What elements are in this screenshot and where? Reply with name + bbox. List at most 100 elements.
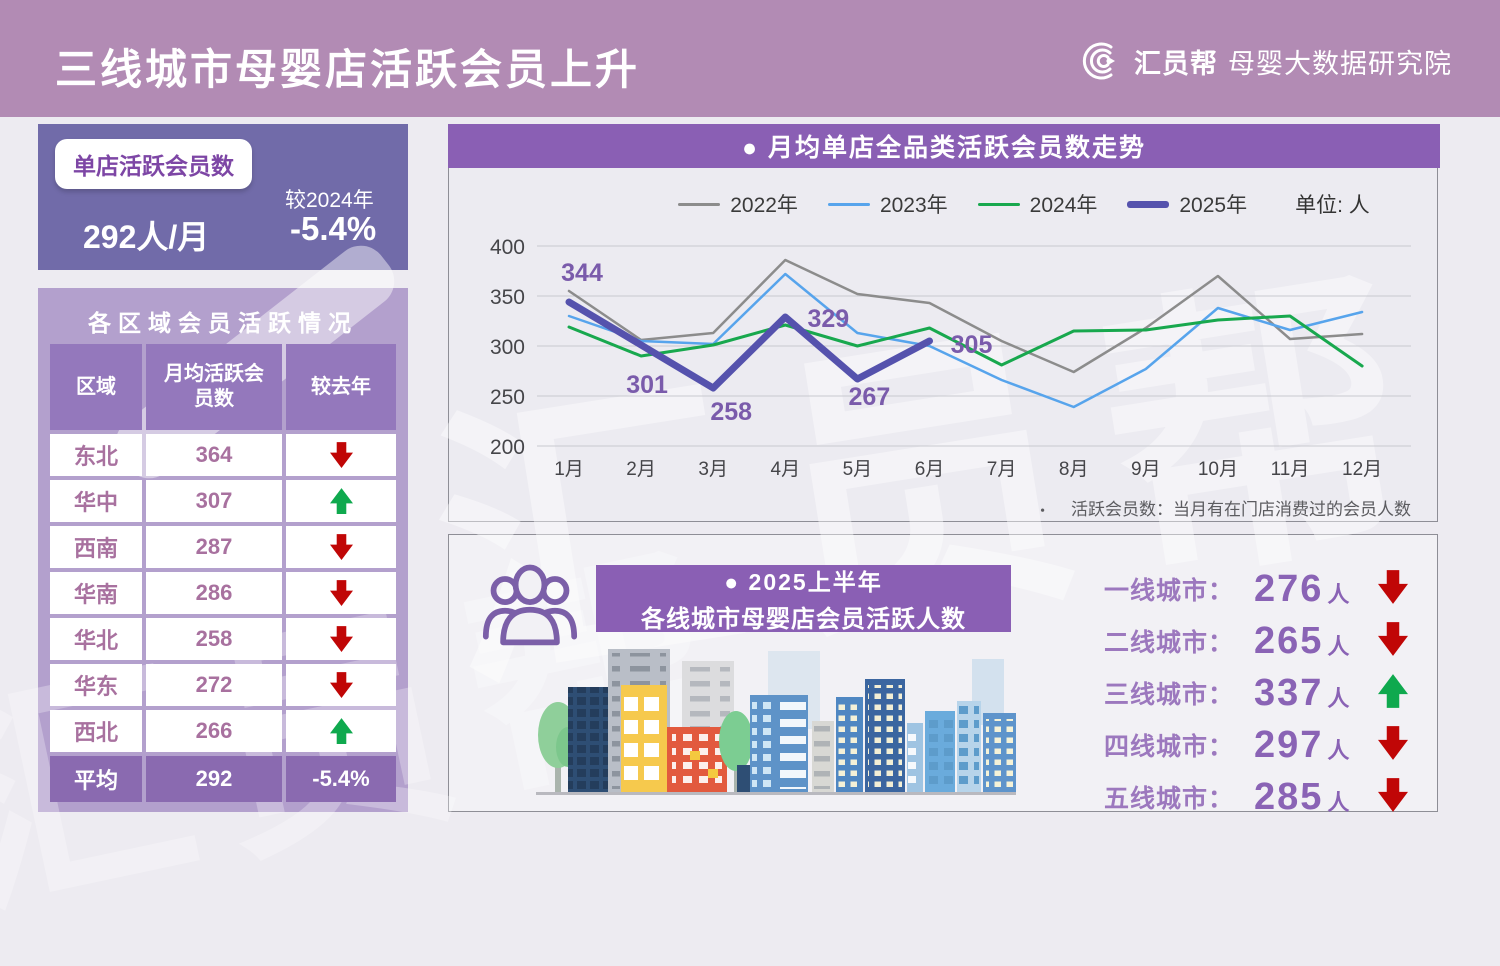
city-tier-stats: 一线城市： 276 人 二线城市： 265 人 三线城市： 337 人 四线城市…	[1104, 563, 1414, 823]
chart-footnote: • 活跃会员数：当月有在门店消费过的会员人数	[1040, 500, 1411, 519]
svg-text:9月: 9月	[1131, 459, 1161, 480]
table-row-trend	[286, 434, 396, 476]
bottom-title-line1: ● 2025上半年	[724, 569, 883, 595]
city-tier-value: 297	[1254, 723, 1324, 766]
trend-arrow	[1378, 569, 1408, 609]
svg-text:8月: 8月	[1059, 459, 1089, 480]
people-group-icon	[482, 564, 578, 646]
region-table: 区域 月均活跃会员数 较去年 东北 364 华中 307 西南 287 华南 2…	[50, 344, 396, 802]
brand-name: 汇员帮	[1134, 48, 1218, 79]
stat-card: 单店活跃会员数 较2024年 292人/月 -5.4%	[38, 124, 408, 270]
table-row-trend	[286, 710, 396, 752]
svg-text:2月: 2月	[626, 459, 656, 480]
svg-text:344: 344	[561, 259, 603, 287]
city-tier-label: 二线城市：	[1104, 629, 1235, 657]
city-tier-unit: 人	[1327, 738, 1350, 763]
unit-label: 单位: 人	[1295, 194, 1370, 217]
line-chart: 400 350 300 250 200 1月 2月 3月 4月 5月 6月 7月 8月 9月 10月 11月 1…	[449, 225, 1439, 495]
table-row-value: 286	[146, 572, 282, 614]
table-row-value: 266	[146, 710, 282, 752]
chart-panel: ● 月均单店全品类活跃会员数走势 2022年 2023年 2024年 2025年 单位…	[448, 124, 1440, 522]
city-tier-label: 四线城市：	[1104, 733, 1235, 761]
city-tier-label: 一线城市：	[1104, 577, 1235, 605]
table-row-value: 287	[146, 526, 282, 568]
legend-item-2022年: 2022年	[678, 189, 798, 219]
svg-text:5月: 5月	[843, 459, 873, 480]
svg-text:3月: 3月	[698, 459, 728, 480]
table-footer-region: 平均	[50, 756, 142, 802]
city-tier-value: 337	[1254, 671, 1324, 714]
bottom-title-line2: 各线城市母婴店会员活跃人数	[641, 606, 966, 633]
svg-text:6月: 6月	[915, 459, 945, 480]
table-row-trend	[286, 618, 396, 660]
trend-arrow	[1378, 673, 1408, 713]
svg-text:350: 350	[490, 286, 525, 309]
svg-text:250: 250	[490, 386, 525, 409]
chart-title: ● 月均单店全品类活跃会员数走势	[448, 124, 1440, 168]
brand-logo-icon	[1082, 42, 1115, 80]
svg-text:301: 301	[626, 371, 668, 399]
city-tier-unit: 人	[1327, 790, 1350, 815]
table-row-value: 307	[146, 480, 282, 522]
table-row-region: 华南	[50, 572, 142, 614]
stat-card-badge: 单店活跃会员数	[55, 139, 252, 189]
legend-item-2025年: 2025年	[1127, 189, 1247, 219]
table-row-trend	[286, 572, 396, 614]
table-row-region: 西南	[50, 526, 142, 568]
city-tier-unit: 人	[1327, 634, 1350, 659]
svg-text:400: 400	[490, 236, 525, 259]
table-row-value: 364	[146, 434, 282, 476]
stat-row: 三线城市： 337 人	[1104, 667, 1414, 719]
page-title: 三线城市母婴店活跃会员上升	[55, 46, 641, 93]
bottom-title: ● 2025上半年 各线城市母婴店会员活跃人数	[596, 565, 1011, 633]
top-banner: 三线城市母婴店活跃会员上升 汇员帮 母婴大数据研究院	[0, 0, 1500, 117]
table-row-region: 华东	[50, 664, 142, 706]
legend-item-2023年: 2023年	[827, 189, 948, 219]
table-row-trend	[286, 480, 396, 522]
compare-label: 较2024年	[285, 189, 374, 212]
table-footer-value: 292	[146, 756, 282, 802]
trend-arrow	[1378, 621, 1408, 661]
stat-row: 五线城市： 285 人	[1104, 771, 1414, 823]
svg-text:305: 305	[951, 331, 993, 359]
city-tier-label: 三线城市：	[1104, 681, 1235, 709]
table-row-region: 东北	[50, 434, 142, 476]
table-row-region: 西北	[50, 710, 142, 752]
col-header-region: 区域	[50, 344, 142, 430]
svg-text:329: 329	[807, 305, 849, 333]
table-footer-trend: -5.4%	[286, 756, 396, 802]
brand-subtitle: 母婴大数据研究院	[1228, 48, 1452, 79]
svg-text:12月: 12月	[1342, 459, 1382, 480]
table-row-region: 华北	[50, 618, 142, 660]
svg-text:7月: 7月	[987, 459, 1017, 480]
brand-logo: 汇员帮 母婴大数据研究院	[1082, 40, 1452, 82]
svg-text:4月: 4月	[771, 459, 801, 480]
svg-text:1月: 1月	[554, 459, 584, 480]
city-tier-value: 285	[1254, 775, 1324, 818]
region-table-panel: 各区域会员活跃情况 区域 月均活跃会员数 较去年 东北 364 华中 307 西…	[38, 288, 408, 812]
chart-legend: 2022年 2023年 2024年 2025年 单位: 人	[529, 189, 1500, 219]
table-row-trend	[286, 526, 396, 568]
svg-text:200: 200	[490, 436, 525, 459]
city-tier-unit: 人	[1327, 686, 1350, 711]
region-table-title: 各区域会员活跃情况	[88, 310, 358, 336]
table-row-trend	[286, 664, 396, 706]
legend-item-2024年: 2024年	[977, 189, 1097, 219]
svg-text:267: 267	[849, 383, 891, 411]
city-tier-unit: 人	[1327, 582, 1350, 607]
svg-text:300: 300	[490, 336, 525, 359]
stat-value: 292人/月	[83, 219, 210, 255]
trend-arrow	[1378, 777, 1408, 817]
svg-text:11月: 11月	[1271, 459, 1310, 480]
city-skyline-illustration	[536, 649, 1016, 795]
table-row-value: 258	[146, 618, 282, 660]
trend-arrow	[1378, 725, 1408, 765]
stat-row: 二线城市： 265 人	[1104, 615, 1414, 667]
table-row-region: 华中	[50, 480, 142, 522]
city-tier-value: 265	[1254, 619, 1324, 662]
compare-value: -5.4%	[290, 210, 377, 247]
svg-text:10月: 10月	[1198, 459, 1238, 480]
svg-text:258: 258	[710, 398, 752, 426]
col-header-value: 月均活跃会员数	[146, 344, 282, 430]
city-tier-label: 五线城市：	[1104, 785, 1235, 813]
